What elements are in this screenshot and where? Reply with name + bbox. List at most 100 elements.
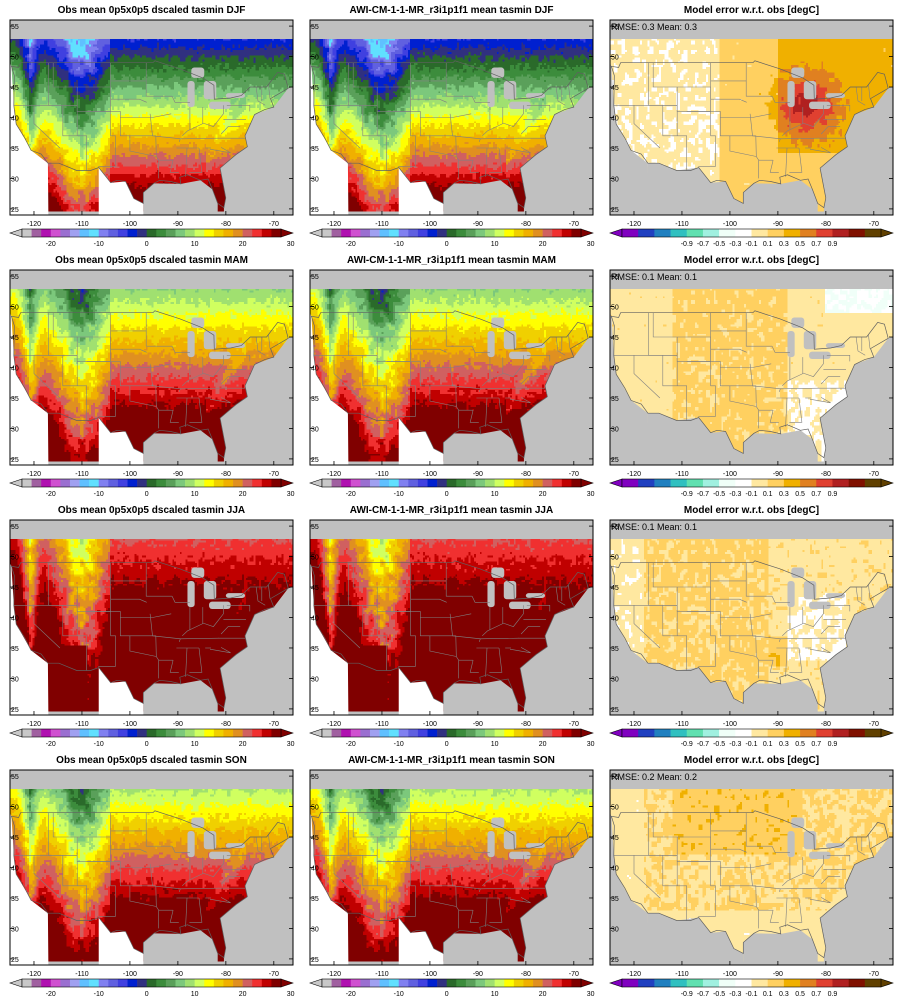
colorbar-swatch [485, 479, 495, 487]
lat-tick-label: 40 [311, 866, 319, 873]
colorbar-swatch [98, 229, 109, 237]
atlantic-mask [520, 837, 593, 965]
lon-tick-label: -110 [375, 721, 389, 728]
colorbar-swatch [331, 479, 342, 487]
state-line [780, 887, 819, 890]
colorbar-swatch [137, 729, 148, 737]
stats-text: RMSE: 0.1 Mean: 0.1 [611, 522, 697, 532]
colorbar-frame [21, 478, 282, 488]
state-line [745, 562, 773, 597]
colorbar-swatch [494, 229, 505, 237]
state-line [771, 846, 790, 853]
colorbar-swatch [261, 479, 272, 487]
great-lake-4 [809, 351, 831, 359]
lon-tick-label: -100 [723, 971, 737, 978]
colorbar-label: -0.1 [745, 741, 757, 748]
colorbar-label: 0.3 [779, 991, 789, 998]
state-line [662, 355, 687, 421]
colorbar-label: 0.5 [795, 491, 805, 498]
colorbar-swatch [194, 229, 205, 237]
colorbar-swatch [271, 229, 282, 237]
state-line [480, 387, 519, 390]
great-lake-2 [787, 330, 795, 358]
state-line [169, 660, 179, 673]
panel-title: AWI-CM-1-1-MR_r3i1p1f1 mean tasmin DJF [350, 5, 554, 16]
lon-tick-label: -90 [473, 221, 483, 228]
great-lake-5 [225, 843, 246, 848]
colorbar-swatch [350, 229, 361, 237]
colorbar-label: -10 [394, 991, 404, 998]
lon-tick-label: -120 [327, 221, 341, 228]
colorbar-swatch [408, 979, 419, 987]
colorbar-swatch [686, 729, 704, 737]
colorbar-swatch [622, 979, 639, 987]
state-line [129, 385, 157, 407]
panel-title: Model error w.r.t. obs [degC] [684, 505, 819, 516]
colorbar-label: -0.9 [681, 741, 693, 748]
state-line [155, 635, 159, 679]
colorbar-swatch [398, 479, 409, 487]
colorbar-swatch [504, 229, 515, 237]
map-panel-jja-1: Obs mean 0p5x0p5 dscaled tasmin JJA 25 30 3… [9, 505, 295, 748]
pacific-mask [10, 812, 49, 965]
state-boundaries [13, 812, 271, 929]
colorbar-swatch [485, 729, 495, 737]
colorbar-swatch [552, 729, 563, 737]
colorbar-swatch [79, 729, 90, 737]
colorbar-swatch [542, 479, 553, 487]
colorbar-swatch [638, 479, 655, 487]
colorbar-swatch [864, 729, 882, 737]
lon-tick-label: -100 [423, 971, 437, 978]
colorbar-label: 0.3 [779, 741, 789, 748]
colorbar-label: 10 [191, 991, 199, 998]
colorbar-swatch [735, 229, 752, 237]
state-line [410, 98, 447, 103]
colorbar-swatch [485, 229, 495, 237]
lat-tick-label: 50 [311, 805, 319, 812]
colorbar-swatch [50, 979, 61, 987]
state-line [169, 410, 179, 423]
state-line [686, 111, 756, 137]
colorbar-swatch [156, 479, 167, 487]
colorbar-swatch [552, 479, 563, 487]
state-line [189, 897, 203, 923]
great-lake-3 [203, 330, 217, 350]
colorbar-swatch [702, 479, 720, 487]
colorbar-swatch [513, 979, 524, 987]
lat-tick-label: 25 [611, 707, 619, 714]
colorbar-arrow-low [609, 478, 623, 488]
state-line [781, 107, 804, 137]
colorbar-label: -0.9 [681, 491, 693, 498]
colorbar-swatch [389, 229, 400, 237]
lon-tick-label: -90 [173, 221, 183, 228]
colorbar-label: -0.1 [745, 491, 757, 498]
great-lake-4 [509, 851, 531, 859]
state-line [780, 637, 819, 640]
map-area: 25 30 35 40 45 50 55 -120 -110 -100 -90 -80 -70 RMSE:… [609, 269, 894, 478]
atlantic-mask [520, 587, 593, 715]
colorbar-swatch [475, 229, 486, 237]
lon-tick-label: -80 [221, 971, 231, 978]
colorbar-frame [21, 978, 282, 988]
colorbar-swatch [350, 479, 361, 487]
state-line [471, 346, 490, 353]
colorbar: -20 -10 0 10 20 30 [9, 728, 295, 748]
great-lake-1 [491, 67, 505, 78]
lat-tick-label: 45 [611, 85, 619, 92]
colorbar-swatch [50, 729, 61, 737]
state-line [820, 626, 841, 635]
state-line [149, 863, 181, 892]
colorbar-label: 0.7 [811, 241, 821, 248]
colorbar-swatch [504, 479, 515, 487]
map-panel-jja-2: AWI-CM-1-1-MR_r3i1p1f1 mean tasmin JJA 25… [309, 505, 595, 748]
atlantic-mask [220, 87, 293, 215]
colorbar-label: -0.7 [697, 991, 709, 998]
colorbar-swatch [242, 479, 253, 487]
state-line [826, 855, 851, 862]
state-line [868, 85, 871, 99]
state-line [568, 835, 571, 849]
colorbar-swatch [117, 979, 128, 987]
state-line [449, 613, 481, 642]
state-line [820, 126, 841, 135]
great-lake-5 [525, 343, 546, 348]
